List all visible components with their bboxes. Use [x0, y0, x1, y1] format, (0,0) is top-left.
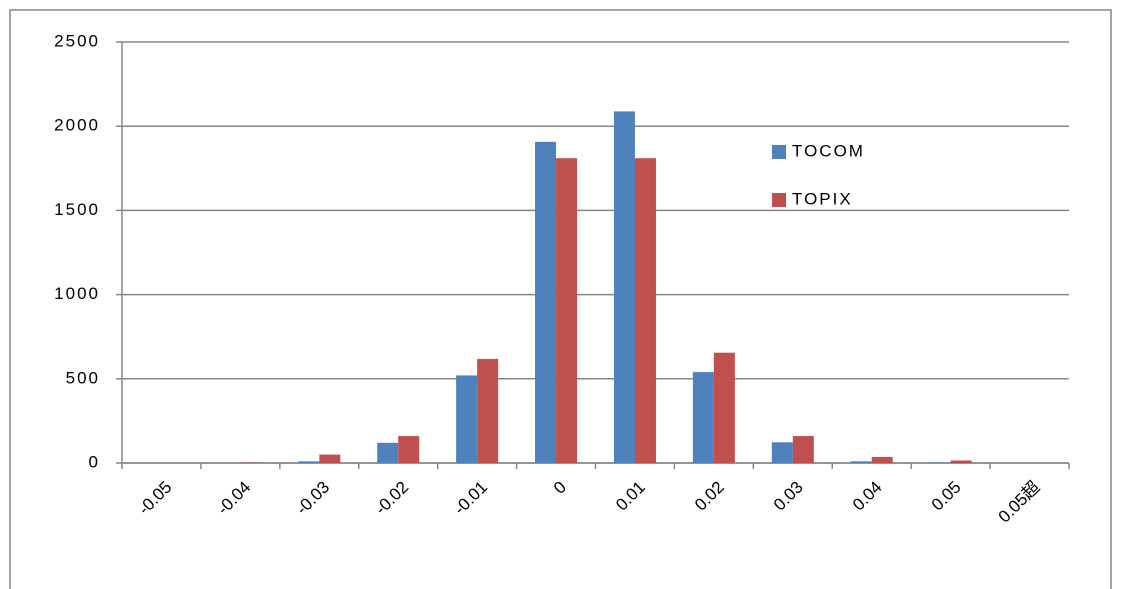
y-tick-label: 1000 [54, 284, 100, 303]
legend-swatch [772, 193, 786, 207]
bar [792, 436, 814, 463]
chart-frame [9, 9, 1112, 589]
x-tick-label: -0.02 [371, 478, 412, 519]
bar [456, 375, 478, 463]
bar [634, 158, 656, 464]
x-tick-label: 0.04 [849, 478, 886, 515]
x-tick-label: -0.03 [292, 478, 333, 519]
bar [298, 461, 320, 463]
bar [377, 442, 399, 463]
x-tick-label: 0.05超 [995, 478, 1044, 527]
legend-label: TOCOM [792, 141, 865, 160]
x-tick-label: 0.02 [691, 478, 728, 515]
bar [713, 352, 735, 463]
bar [477, 358, 499, 463]
y-tick-label: 2000 [54, 116, 100, 135]
legend-label: TOPIX [792, 189, 853, 208]
bar [692, 372, 714, 463]
x-tick-label: -0.04 [214, 478, 255, 519]
bar [850, 461, 872, 463]
bar [398, 436, 420, 463]
bar [871, 456, 893, 463]
bar [929, 462, 951, 463]
x-tick-label: 0 [550, 478, 570, 498]
bar [556, 158, 578, 464]
x-tick-label: 0.05 [928, 478, 965, 515]
bar [613, 111, 635, 463]
x-tick-label: 0.01 [612, 478, 649, 515]
x-tick-label: -0.01 [450, 478, 491, 519]
bar [771, 442, 793, 463]
bar [319, 454, 341, 463]
y-tick-label: 2500 [54, 31, 100, 50]
y-tick-label: 500 [66, 368, 100, 387]
y-tick-label: 0 [89, 452, 100, 471]
x-tick-label: 0.03 [770, 478, 807, 515]
bar [535, 141, 557, 463]
legend-swatch [772, 145, 786, 159]
bar [950, 460, 972, 463]
x-tick-label: -0.05 [135, 478, 176, 519]
y-tick-label: 1500 [54, 200, 100, 219]
